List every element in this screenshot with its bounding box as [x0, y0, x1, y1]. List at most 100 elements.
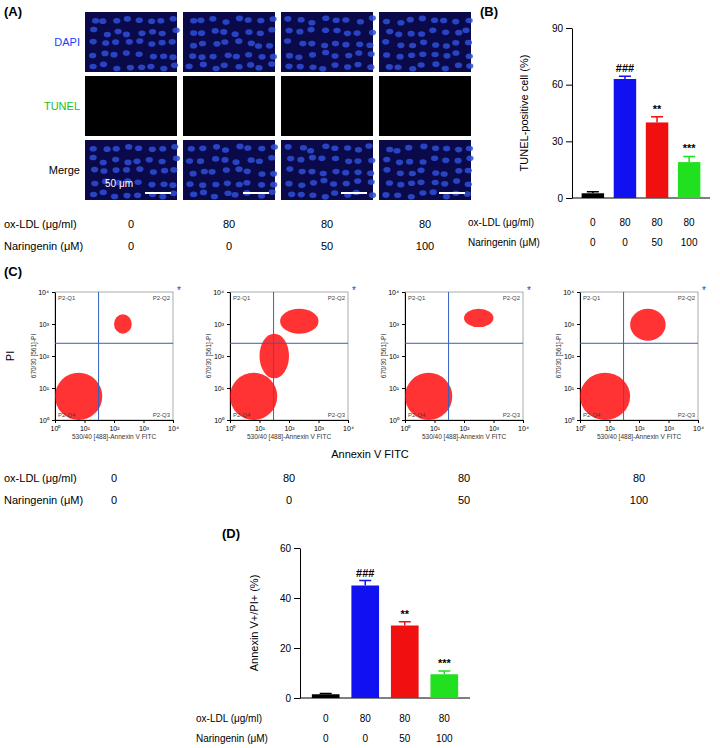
nucleus	[394, 192, 401, 198]
nucleus	[284, 38, 291, 44]
nucleus	[333, 17, 340, 23]
nucleus	[419, 159, 426, 165]
micrograph	[183, 140, 275, 200]
condition-value: 0	[362, 733, 368, 744]
nucleus	[441, 171, 448, 177]
nucleus	[99, 18, 106, 24]
nucleus	[420, 40, 427, 46]
condition-value: 0	[111, 494, 117, 506]
tick-mark	[227, 356, 230, 357]
quadrant-label: P2-Q1	[233, 295, 251, 301]
tick-mark	[52, 356, 55, 357]
error-bar	[438, 671, 450, 674]
nucleus	[455, 147, 462, 153]
micrograph	[379, 12, 471, 72]
figure: (A)DAPITUNELMerge50 μmox-LDL (μg/ml)0808…	[0, 0, 720, 748]
nucleus	[90, 27, 97, 33]
tick-mark	[577, 420, 580, 421]
nucleus	[199, 182, 206, 188]
nucleus	[212, 156, 219, 162]
nucleus	[138, 31, 145, 37]
nucleus	[200, 62, 207, 68]
nucleus	[331, 145, 338, 151]
nucleus	[355, 147, 362, 153]
tick-mark	[577, 388, 580, 389]
condition-value: 80	[360, 713, 372, 724]
tick: 60	[280, 543, 300, 554]
nucleus	[344, 31, 351, 37]
tick-mark	[173, 420, 174, 423]
tick: 10¹	[564, 385, 580, 392]
nucleus	[386, 147, 393, 153]
condition-value: 0	[590, 237, 596, 248]
micrograph	[281, 140, 373, 200]
nucleus	[222, 19, 229, 25]
nucleus	[386, 29, 393, 35]
nucleus	[430, 189, 437, 195]
condition-value: 80	[283, 472, 295, 484]
nucleus	[266, 43, 273, 49]
nucleus	[171, 63, 178, 69]
tick-mark	[698, 420, 699, 423]
nucleus	[299, 41, 306, 47]
significance: ***	[438, 657, 452, 669]
nucleus	[286, 28, 293, 34]
y-axis: 10⁰10¹10²10³10⁴	[38, 289, 55, 424]
nucleus	[408, 31, 415, 37]
scale-bar-label: 50 μm	[105, 178, 133, 189]
nucleus	[382, 192, 389, 198]
nucleus	[455, 30, 462, 36]
tick-mark	[227, 388, 230, 389]
tick-label: 10⁰	[576, 425, 587, 432]
tick-label: 10¹	[564, 385, 575, 392]
nucleus	[189, 53, 196, 59]
nucleus	[236, 182, 243, 188]
nucleus	[309, 192, 316, 198]
tick-label: 10³	[214, 321, 225, 328]
nucleus	[418, 31, 425, 37]
nucleus	[386, 64, 393, 70]
nucleus	[308, 169, 315, 175]
nucleus	[382, 39, 389, 45]
axis-title: 670/30 [561]-PI	[555, 334, 563, 379]
tick: 10⁰	[576, 420, 587, 432]
nucleus	[258, 54, 265, 60]
nucleus	[138, 64, 145, 70]
scale-bar	[439, 192, 465, 194]
gate-line	[405, 343, 523, 344]
event-cluster	[464, 309, 494, 327]
scale-bar	[341, 192, 367, 194]
scale-bar	[145, 192, 171, 194]
nucleus	[455, 168, 462, 174]
nucleus	[112, 39, 119, 45]
annotation: *	[702, 285, 706, 296]
condition-value: 0	[128, 240, 134, 252]
nucleus	[224, 181, 231, 187]
nucleus	[345, 159, 352, 165]
tick-mark	[289, 420, 290, 423]
nucleus	[90, 192, 97, 198]
quadrant-label: P2-Q2	[678, 295, 696, 301]
nucleus	[244, 145, 251, 151]
nucleus	[408, 194, 415, 200]
tick-label: 40	[280, 593, 292, 604]
panel-label: (A)	[4, 4, 22, 19]
bar	[351, 586, 379, 699]
tick-label: 10¹	[430, 425, 441, 432]
annotation: *	[352, 285, 356, 296]
row-label: Merge	[49, 164, 80, 176]
tick-mark	[577, 324, 580, 325]
tick-label: 10³	[39, 321, 50, 328]
nucleus	[332, 41, 339, 47]
condition-value: 80	[321, 218, 333, 230]
x-axis: 10⁰10¹10²10³10⁴	[576, 420, 704, 432]
tick: 10⁰	[214, 417, 230, 424]
nucleus	[255, 43, 262, 49]
nucleus	[104, 32, 111, 38]
nucleus	[224, 190, 231, 196]
nucleus	[309, 52, 316, 58]
tick: 10⁰	[389, 417, 405, 424]
tick: 10³	[664, 420, 675, 432]
nucleus	[308, 20, 315, 26]
nucleus	[288, 192, 295, 198]
